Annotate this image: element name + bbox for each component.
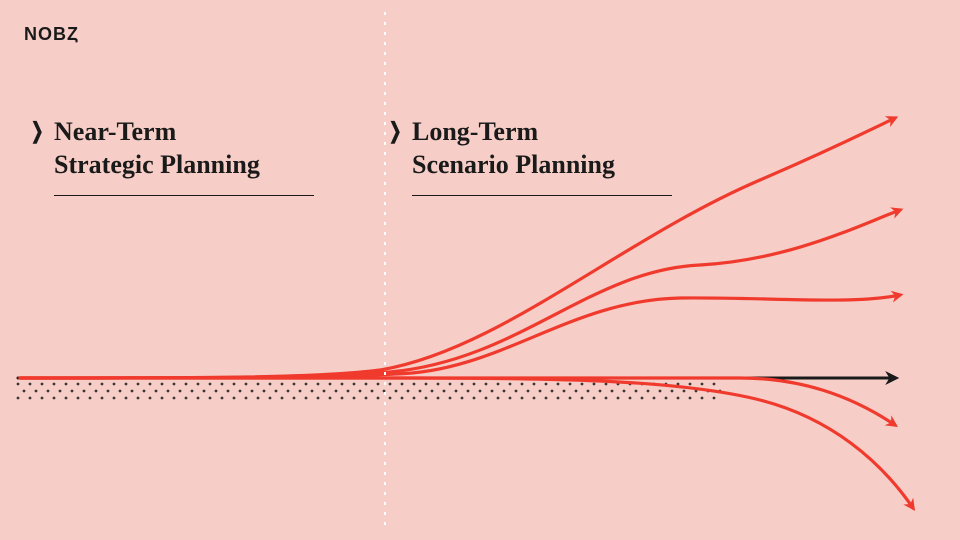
scenario-path-s3	[20, 295, 900, 378]
slide-canvas: NOBȤ ❯ Near-Term Strategic Planning ❯ Lo…	[0, 0, 960, 540]
scenario-diagram	[0, 0, 960, 540]
scenario-path-s2	[20, 210, 900, 378]
scenario-path-s5	[20, 378, 913, 508]
scenario-path-s1	[20, 118, 895, 378]
